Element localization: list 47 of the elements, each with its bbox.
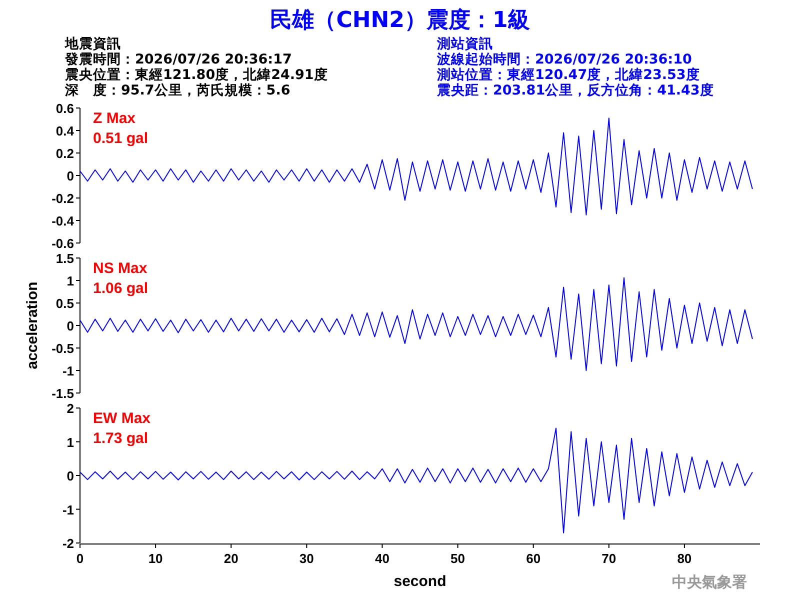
y-tick-label: 0.2 <box>56 146 74 161</box>
text: 地震資訊 <box>64 36 121 52</box>
annotation: 1.06 gal <box>93 280 148 297</box>
y-tick-label: 1 <box>66 274 74 288</box>
annotation: Z Max <box>93 110 136 127</box>
line-series <box>80 428 753 534</box>
annotation: NS Max <box>93 260 148 277</box>
text: 中央氣象署 <box>672 573 747 591</box>
text: 震央距：203.81公里，反方位角：41.43度 <box>436 82 714 98</box>
text: 深 度：95.7公里，芮氏規模：5.6 <box>64 82 290 98</box>
x-tick-label: 40 <box>374 551 390 566</box>
y-tick-label: -1 <box>62 502 74 518</box>
text: 波線起始時間：2026/07/26 20:36:10 <box>436 52 692 68</box>
chart-title: 民雄（CHN2）震度：1級 <box>270 7 530 33</box>
x-tick-label: 70 <box>602 551 616 566</box>
y-axis-title: acceleration <box>24 282 41 370</box>
text: 測站位置：東經120.47度，北緯23.53度 <box>436 66 700 83</box>
y-tick-label: 1.5 <box>56 251 74 266</box>
y-tick-label: -0.2 <box>52 191 74 206</box>
x-tick-label: 30 <box>299 551 314 566</box>
x-tick-label: 10 <box>148 551 163 566</box>
y-tick-label: 0 <box>66 318 74 334</box>
y-tick-label: -0.5 <box>52 341 74 356</box>
x-tick-label: 50 <box>450 551 466 566</box>
y-tick-label: 0 <box>66 168 74 184</box>
x-axis-title: second <box>394 573 446 590</box>
y-tick-label: 0 <box>66 468 74 484</box>
y-tick-label: -0.6 <box>52 236 74 251</box>
y-tick-label: 0.5 <box>56 296 74 311</box>
y-tick-label: 2 <box>66 401 74 416</box>
text: 發震時間：2026/07/26 20:36:17 <box>64 52 292 68</box>
annotation: EW Max <box>93 410 152 427</box>
y-tick-label: 0.4 <box>56 124 75 138</box>
x-tick-label: 60 <box>526 551 541 566</box>
y-tick-label: -2 <box>62 536 74 551</box>
text: 震央位置：東經121.80度，北緯24.91度 <box>64 66 328 83</box>
y-tick-label: 1 <box>66 434 74 450</box>
x-tick-label: 80 <box>677 551 692 566</box>
y-tick-label: -0.4 <box>52 214 75 228</box>
line-series <box>80 277 753 371</box>
y-tick-label: 0.6 <box>56 101 74 116</box>
y-tick-label: -1.5 <box>52 386 74 401</box>
annotation: 0.51 gal <box>93 130 148 147</box>
annotation: 1.73 gal <box>93 430 148 447</box>
text: 測站資訊 <box>436 36 493 52</box>
x-tick-label: 20 <box>224 551 238 566</box>
y-tick-label: -1 <box>62 364 74 378</box>
